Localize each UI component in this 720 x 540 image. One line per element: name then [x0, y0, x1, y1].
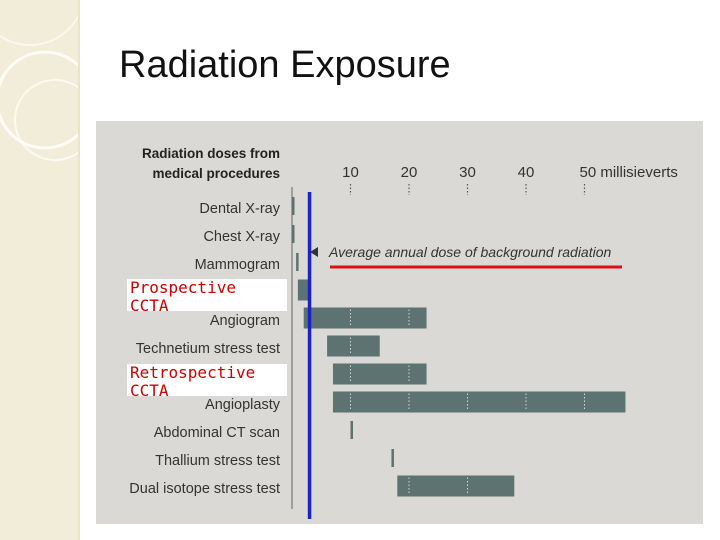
prospective-ccta-label: Prospective CCTA [127, 278, 287, 315]
bar [332, 363, 427, 385]
category-label: Angioplasty [205, 397, 281, 413]
dose-chart: Radiation doses from medical procedures 10… [96, 121, 703, 524]
slide-title: Radiation Exposure [119, 44, 451, 86]
chart-svg: Radiation doses from medical procedures 10… [129, 146, 678, 519]
retrospective-line-2: CCTA [130, 381, 169, 400]
bar [391, 449, 394, 467]
category-label: Technetium stress test [136, 341, 280, 357]
retrospective-line-1: Retrospective [130, 363, 256, 382]
category-label: Chest X-ray [203, 229, 280, 245]
category-label: Dual isotope stress test [129, 481, 280, 497]
bar [292, 225, 295, 243]
prospective-line-2: CCTA [130, 296, 169, 315]
chart-title-line: medical procedures [152, 166, 280, 181]
x-tick-label: 30 [459, 164, 476, 181]
category-label: Dental X-ray [199, 201, 280, 217]
decorative-side-strip [0, 0, 80, 540]
x-tick-label: 20 [401, 164, 418, 181]
bar [327, 335, 380, 357]
decorative-circles [0, 14, 78, 161]
bar [292, 197, 295, 215]
category-label: Mammogram [195, 257, 280, 273]
bar [297, 279, 310, 301]
annotation-text: Average annual dose of background radiat… [328, 244, 611, 260]
category-label: Angiogram [210, 313, 280, 329]
chart-title-line: Radiation doses from [142, 146, 280, 161]
bar [397, 475, 515, 497]
bar [303, 307, 427, 329]
category-label: Abdominal CT scan [154, 425, 280, 441]
bar [350, 421, 353, 439]
bar [332, 391, 626, 413]
prospective-line-1: Prospective [130, 278, 236, 297]
x-tick-label: 10 [342, 164, 359, 181]
category-label: Thallium stress test [155, 453, 280, 469]
bar [296, 253, 299, 271]
annotation-arrow [310, 247, 318, 257]
x-tick-label: 40 [518, 164, 535, 181]
retrospective-ccta-label: Retrospective CCTA [127, 363, 287, 400]
x-tick-label: 50 millisieverts [580, 164, 678, 181]
